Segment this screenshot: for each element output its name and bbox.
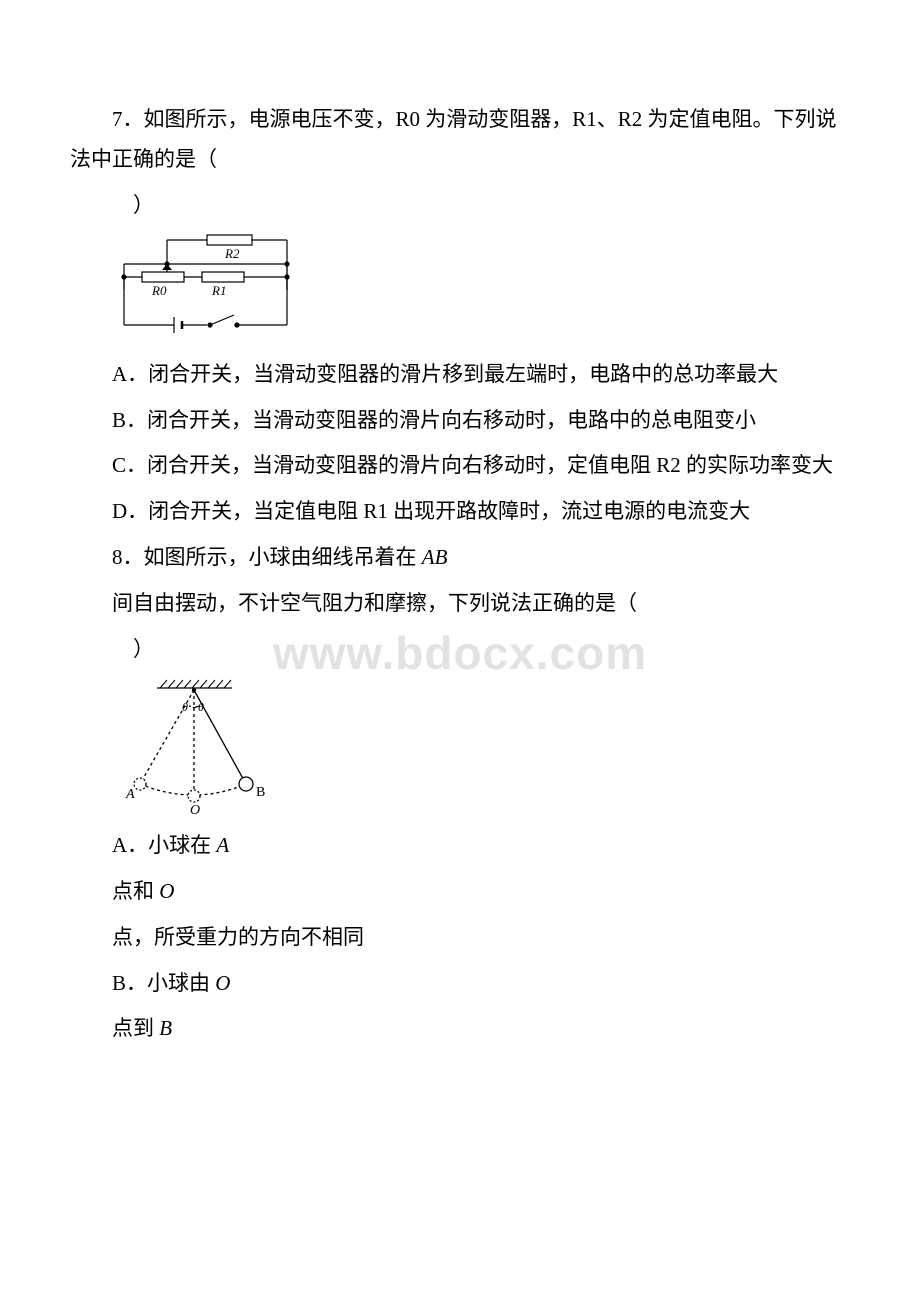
q7-figure-wrap: ） (112, 186, 850, 345)
q7-option-b: B．闭合开关，当滑动变阻器的滑片向右移动时，电路中的总电阻变小 (70, 401, 850, 441)
label-r0: R0 (151, 283, 167, 298)
q8-opta-line2: 点和 O (70, 872, 850, 912)
label-r1: R1 (211, 283, 226, 298)
pendulum-diagram: θ θ A O B (112, 676, 282, 816)
label-a: A (125, 787, 135, 802)
q8-optb-line2: 点到 B (70, 1009, 850, 1049)
q8-stem-prefix: 8．如图所示，小球由细线吊着在 (112, 545, 422, 569)
q8-opta-line3: 点，所受重力的方向不相同 (70, 918, 850, 958)
q8-opta-l2-var: O (159, 879, 174, 903)
q8-opta-l1-var: A (216, 833, 229, 857)
label-o: O (190, 803, 200, 816)
q8-stem-line2: 间自由摆动，不计空气阻力和摩擦，下列说法正确的是（ (70, 584, 850, 624)
label-r2: R2 (224, 246, 240, 261)
q8-figure-wrap: ） (112, 630, 850, 816)
q8-stem-line1: 8．如图所示，小球由细线吊着在 AB (70, 538, 850, 578)
q8-opta-line1: A．小球在 A (70, 826, 850, 866)
q8-optb-l2-var: B (159, 1016, 172, 1040)
q8-optb-l1-prefix: B．小球由 (112, 971, 215, 995)
q8-opta-l2-prefix: 点和 (112, 879, 159, 903)
q8-optb-l2-prefix: 点到 (112, 1016, 159, 1040)
label-b: B (256, 785, 265, 800)
q7-stem-line1: 7．如图所示，电源电压不变，R0 为滑动变阻器，R1、R2 为定值电阻。下列说法… (70, 100, 850, 180)
q8-opta-l1-prefix: A．小球在 (112, 833, 216, 857)
circuit-diagram: R2 R0 R1 (112, 230, 302, 345)
label-theta-l: θ (182, 700, 188, 714)
q7-option-d: D．闭合开关，当定值电阻 R1 出现开路故障时，流过电源的电流变大 (70, 492, 850, 532)
q8-optb-l1-var: O (215, 971, 230, 995)
q8-optb-line1: B．小球由 O (70, 964, 850, 1004)
q8-paren-close: ） (112, 630, 850, 670)
document-content: 7．如图所示，电源电压不变，R0 为滑动变阻器，R1、R2 为定值电阻。下列说法… (70, 100, 850, 1049)
q7-option-c: C．闭合开关，当滑动变阻器的滑片向右移动时，定值电阻 R2 的实际功率变大 (70, 446, 850, 486)
q7-option-a: A．闭合开关，当滑动变阻器的滑片移到最左端时，电路中的总功率最大 (70, 355, 850, 395)
label-theta-r: θ (198, 700, 204, 714)
q8-stem-var-ab: AB (422, 545, 448, 569)
q7-paren-close: ） (112, 186, 850, 226)
